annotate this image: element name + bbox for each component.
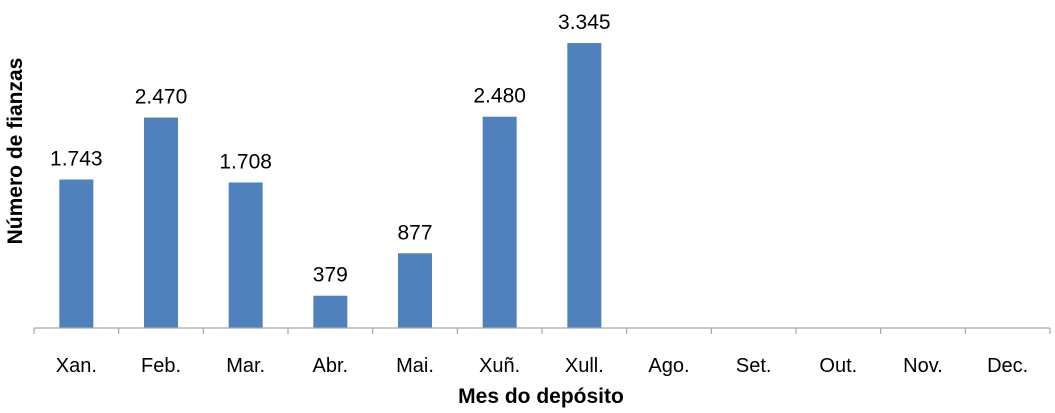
x-axis-title: Mes do depósito (458, 385, 624, 408)
x-tick-labels-group: Xan. Feb. Mar. Abr. Mai. Xuñ. Xull. Ago. Set. Out… (56, 355, 1028, 377)
data-label: 1.708 (219, 150, 272, 173)
x-tick-label: Ago. (648, 355, 689, 377)
y-axis-title: Número de fianzas (4, 58, 27, 245)
data-label: 877 (397, 221, 432, 244)
bars-group (59, 43, 602, 328)
x-tick-label: Xan. (56, 355, 97, 377)
x-tick-label: Dec. (987, 355, 1028, 377)
x-axis (33, 327, 1051, 334)
data-label: 3.345 (558, 11, 611, 34)
bar (144, 117, 178, 328)
x-tick-label: Set. (736, 355, 772, 377)
x-tick-label: Xuñ. (479, 355, 520, 377)
x-tick-label: Out. (819, 355, 857, 377)
x-tick-label: Xull. (565, 355, 604, 377)
bar (228, 182, 263, 328)
bar (313, 295, 348, 328)
x-tick-label: Mar. (226, 355, 265, 377)
data-label: 2.470 (135, 86, 188, 109)
data-label: 2.480 (473, 85, 526, 108)
data-labels-group: 1.743 2.470 1.708 379 877 2.480 3.345 (50, 11, 611, 287)
data-label: 379 (313, 264, 348, 287)
bar (398, 253, 432, 328)
x-tick-label: Abr. (313, 355, 349, 377)
data-label: 1.743 (50, 147, 103, 170)
x-tick-label: Nov. (903, 355, 943, 377)
bar (59, 179, 94, 328)
x-tick-label: Mai. (396, 355, 434, 377)
bar (567, 43, 602, 328)
x-tick-label: Feb. (141, 355, 181, 377)
bar (482, 116, 517, 328)
